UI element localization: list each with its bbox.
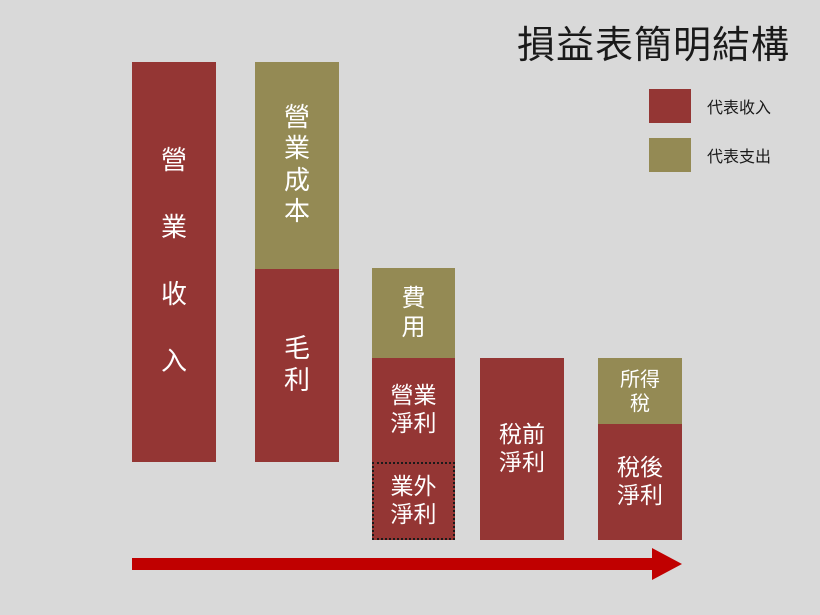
legend-revenue-swatch	[649, 89, 691, 123]
operating-net-profit-line: 營業	[390, 382, 437, 409]
aftertax-net-profit-line: 稅後	[617, 454, 663, 481]
operating-net-profit-block: 營業 淨利	[372, 358, 455, 462]
operating-net-profit-line: 淨利	[390, 411, 437, 437]
non-operating-net-profit-line: 業外	[390, 473, 437, 500]
aftertax-net-profit-line: 淨利	[617, 483, 663, 509]
pretax-net-profit-block: 稅前 淨利	[480, 358, 564, 540]
non-operating-net-profit-line: 淨利	[390, 502, 437, 528]
operating-cost-char: 營	[283, 103, 310, 134]
non-operating-net-profit-block: 業外 淨利	[372, 462, 455, 540]
pretax-net-profit-line: 淨利	[499, 450, 545, 476]
operating-cost-char: 本	[283, 196, 310, 227]
operating-revenue-char: 營	[160, 145, 187, 176]
flow-arrow-icon	[132, 548, 682, 580]
operating-revenue-char: 業	[160, 212, 187, 243]
income-tax-line: 所得	[620, 366, 660, 391]
fees-char: 用	[401, 313, 426, 341]
operating-cost-char: 業	[283, 134, 310, 165]
diagram-title: 損益表簡明結構	[516, 23, 790, 67]
legend-revenue: 代表收入	[649, 89, 771, 123]
fees-char: 費	[401, 284, 426, 313]
legend-expense-swatch	[649, 138, 691, 172]
operating-revenue-block: 營 業 收 入	[132, 62, 216, 462]
fees-block: 費 用	[372, 268, 455, 358]
legend-expense-label: 代表支出	[707, 147, 772, 166]
flow-arrow-head	[652, 548, 682, 580]
flow-arrow-shaft	[132, 558, 657, 570]
legend-revenue-label: 代表收入	[707, 98, 772, 117]
operating-revenue-char: 入	[160, 347, 187, 378]
gross-profit-block: 毛 利	[255, 269, 339, 462]
legend-expense: 代表支出	[649, 138, 771, 172]
operating-cost-block: 營 業 成 本	[255, 62, 339, 269]
pretax-net-profit-line: 稅前	[499, 421, 545, 448]
gross-profit-char: 毛	[283, 334, 310, 365]
operating-revenue-char: 收	[160, 280, 187, 310]
operating-cost-char: 成	[283, 165, 310, 196]
income-tax-line: 稅	[630, 391, 650, 415]
income-tax-block: 所得 稅	[598, 358, 682, 424]
gross-profit-char: 利	[283, 365, 310, 396]
aftertax-net-profit-block: 稅後 淨利	[598, 424, 682, 540]
